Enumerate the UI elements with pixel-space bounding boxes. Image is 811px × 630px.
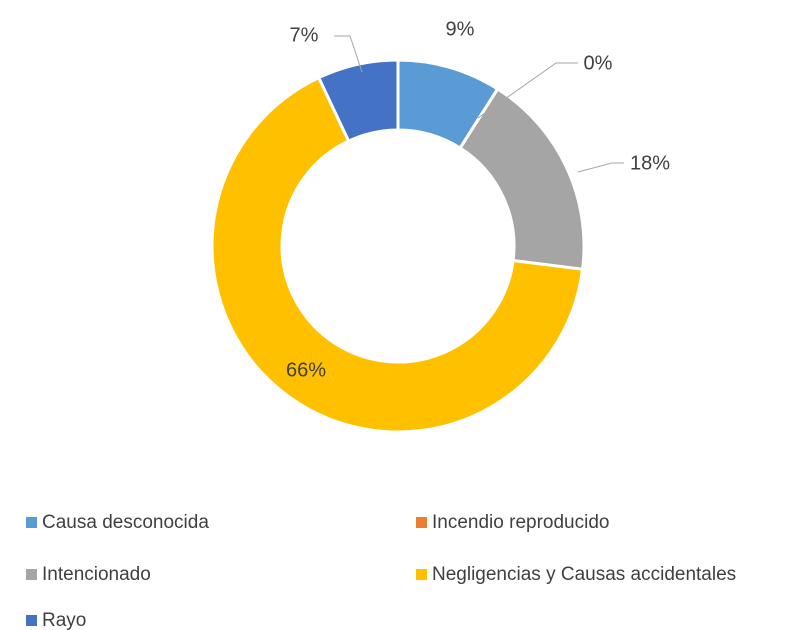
- data-label: 9%: [446, 18, 475, 40]
- data-label: 66%: [286, 359, 326, 381]
- data-label: 18%: [630, 152, 670, 174]
- legend-swatch: [26, 569, 37, 580]
- legend-swatch: [26, 615, 37, 626]
- legend-label: Incendio reproducido: [432, 512, 609, 533]
- donut-segment: [210, 75, 585, 434]
- leader-line: [577, 162, 624, 173]
- data-label: 7%: [290, 24, 319, 46]
- legend-label: Negligencias y Causas accidentales: [432, 564, 736, 585]
- legend-swatch: [416, 569, 427, 580]
- legend-swatch: [416, 517, 427, 528]
- data-label: 0%: [584, 52, 613, 74]
- donut-segment: [458, 86, 586, 271]
- legend-label: Rayo: [42, 610, 86, 630]
- legend-label: Intencionado: [42, 564, 151, 585]
- leader-line: [477, 62, 578, 119]
- leader-line: [334, 35, 363, 73]
- donut-segment: [316, 58, 400, 144]
- legend-swatch: [26, 517, 37, 528]
- legend-label: Causa desconocida: [42, 512, 209, 533]
